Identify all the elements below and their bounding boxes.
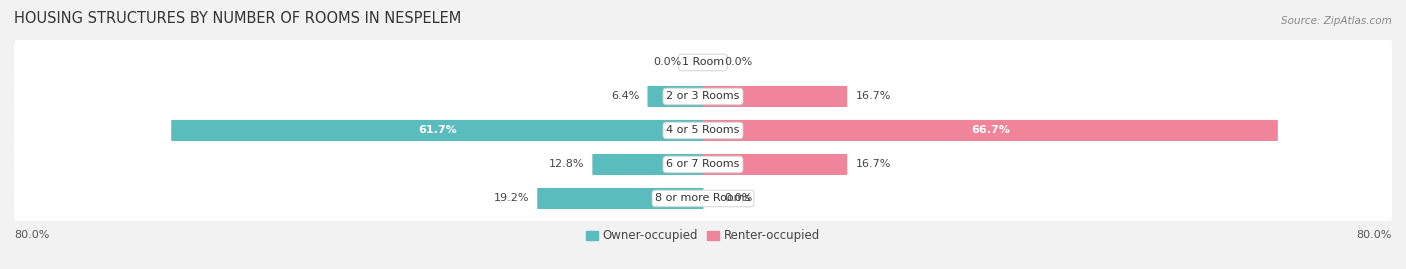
Text: 61.7%: 61.7% [418, 125, 457, 136]
Text: 16.7%: 16.7% [855, 160, 891, 169]
Text: 6 or 7 Rooms: 6 or 7 Rooms [666, 160, 740, 169]
FancyBboxPatch shape [703, 86, 848, 107]
FancyBboxPatch shape [703, 154, 848, 175]
Text: 16.7%: 16.7% [855, 91, 891, 101]
Legend: Owner-occupied, Renter-occupied: Owner-occupied, Renter-occupied [581, 225, 825, 247]
FancyBboxPatch shape [537, 188, 703, 209]
Text: 2 or 3 Rooms: 2 or 3 Rooms [666, 91, 740, 101]
FancyBboxPatch shape [14, 133, 1392, 195]
Text: 8 or more Rooms: 8 or more Rooms [655, 193, 751, 203]
Text: 66.7%: 66.7% [970, 125, 1010, 136]
Text: 6.4%: 6.4% [610, 91, 640, 101]
Text: 12.8%: 12.8% [548, 160, 583, 169]
Text: HOUSING STRUCTURES BY NUMBER OF ROOMS IN NESPELEM: HOUSING STRUCTURES BY NUMBER OF ROOMS IN… [14, 11, 461, 26]
FancyBboxPatch shape [14, 100, 1392, 161]
FancyBboxPatch shape [647, 86, 703, 107]
FancyBboxPatch shape [172, 120, 703, 141]
Text: 80.0%: 80.0% [1357, 229, 1392, 240]
FancyBboxPatch shape [14, 168, 1392, 229]
Text: 0.0%: 0.0% [724, 193, 752, 203]
FancyBboxPatch shape [592, 154, 703, 175]
Text: 4 or 5 Rooms: 4 or 5 Rooms [666, 125, 740, 136]
FancyBboxPatch shape [703, 120, 1278, 141]
Text: Source: ZipAtlas.com: Source: ZipAtlas.com [1281, 16, 1392, 26]
Text: 80.0%: 80.0% [14, 229, 49, 240]
Text: 0.0%: 0.0% [724, 58, 752, 68]
Text: 0.0%: 0.0% [654, 58, 682, 68]
FancyBboxPatch shape [14, 66, 1392, 128]
FancyBboxPatch shape [14, 31, 1392, 93]
Text: 1 Room: 1 Room [682, 58, 724, 68]
Text: 19.2%: 19.2% [494, 193, 529, 203]
